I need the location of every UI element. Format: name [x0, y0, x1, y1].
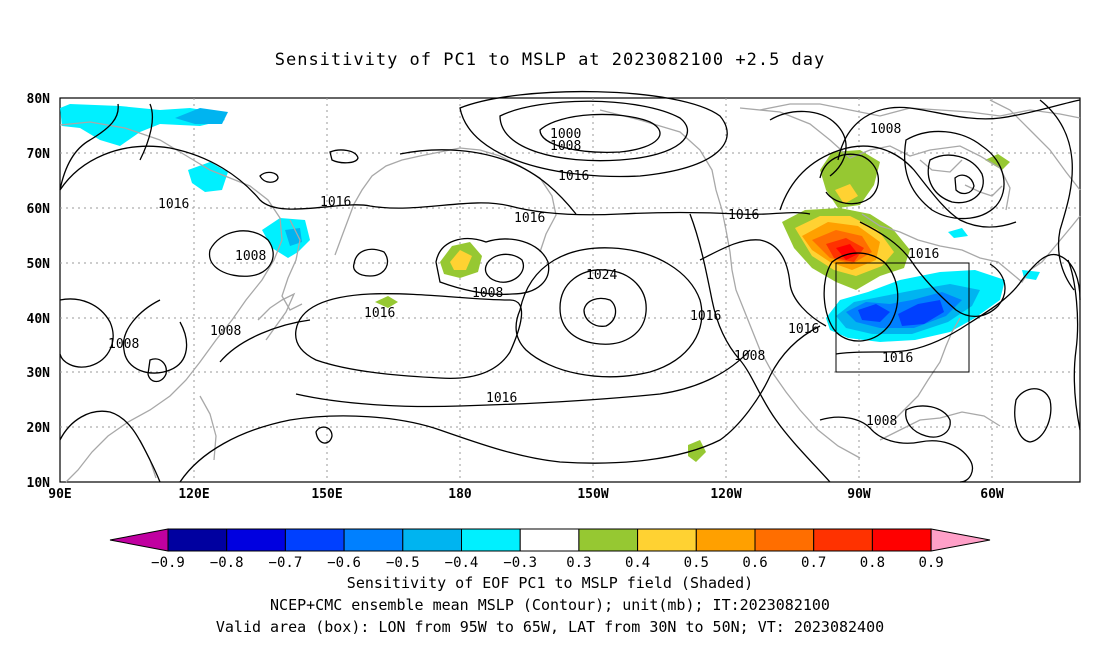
colorbar-swatch	[519, 528, 580, 552]
shading-negative-siberia	[188, 162, 228, 192]
valid-area-box	[835, 262, 970, 373]
colorbar-swatch	[226, 528, 286, 552]
shading-positive-main-6	[836, 244, 858, 260]
colorbar-tick-label: 0.5	[684, 555, 709, 571]
lon-label: 120W	[710, 487, 741, 502]
map-title: Sensitivity of PC1 to MSLP at 2023082100…	[274, 50, 826, 70]
colorbar-tick-label: −0.4	[445, 555, 479, 571]
contour-label: 1024	[586, 268, 617, 283]
colorbar-tick-label: −0.7	[269, 555, 303, 571]
lon-label: 120E	[178, 487, 209, 502]
colorbar-swatch	[578, 528, 639, 552]
colorbar-tick-label: −0.5	[386, 555, 420, 571]
caption-block: Sensitivity of EOF PC1 to MSLP field (Sh…	[0, 572, 1100, 638]
lon-label: 150W	[577, 487, 608, 502]
contour-label: 1008	[235, 249, 266, 264]
colorbar-swatch	[637, 528, 697, 552]
colorbar-swatch	[461, 528, 521, 552]
contour-label: 1016	[788, 322, 819, 337]
colorbar-extend-high	[930, 528, 991, 552]
colorbar-swatch	[813, 528, 873, 552]
colorbar-tick-label: −0.6	[327, 555, 361, 571]
colorbar-swatch	[402, 528, 462, 552]
colorbar-swatch	[284, 528, 345, 552]
colorbar-tick-label: 0.9	[918, 555, 943, 571]
shading-positive-dateline-core	[450, 250, 472, 270]
colorbar-tick-label: −0.9	[151, 555, 185, 571]
lat-label: 20N	[27, 421, 51, 436]
lat-label: 30N	[27, 366, 51, 381]
colorbar-extend-low	[109, 528, 169, 552]
colorbar-tick-label: 0.4	[625, 555, 650, 571]
contour-labels: 1000 1008 1016 1008 1016 1016 1008 1016 …	[108, 122, 939, 429]
sensitivity-shading	[60, 104, 1040, 462]
longitude-labels: 90E 120E 150E 180 150W 120W 90W 60W	[48, 487, 1004, 502]
lat-label: 60N	[27, 202, 51, 217]
colorbar: −0.9 −0.8 −0.7 −0.6 −0.5 −0.4 −0.3 0.3 0.4 0.5 0.6…	[109, 528, 991, 571]
colorbar-tick-label: 0.6	[742, 555, 767, 571]
contour-label: 1016	[364, 306, 395, 321]
contour-label: 1008	[734, 349, 765, 364]
colorbar-tick-label: −0.3	[503, 555, 537, 571]
lon-label: 90E	[48, 487, 71, 502]
latitude-labels: 80N 70N 60N 50N 40N 30N 20N 10N	[27, 92, 51, 491]
colorbar-swatch	[871, 528, 932, 552]
contour-label: 1016	[690, 309, 721, 324]
shading-negative-okhotsk-core	[285, 228, 302, 246]
shading-positive-small1	[375, 296, 398, 308]
contour-label: 1016	[558, 169, 589, 184]
grid-lines	[60, 98, 1080, 482]
colorbar-swatch	[754, 528, 815, 552]
coastlines	[59, 99, 1081, 483]
contour-label: 1016	[486, 391, 517, 406]
lon-label: 150E	[311, 487, 342, 502]
lat-label: 70N	[27, 147, 51, 162]
lat-label: 40N	[27, 312, 51, 327]
contour-label: 1008	[108, 337, 139, 352]
contour-label: 1008	[866, 414, 897, 429]
lat-label: 80N	[27, 92, 51, 107]
contour-label: 1016	[320, 195, 351, 210]
caption-line: Sensitivity of EOF PC1 to MSLP field (Sh…	[346, 574, 754, 592]
shading-positive-small2	[688, 440, 706, 462]
contour-label: 1008	[550, 139, 581, 154]
contour-label: 1016	[728, 208, 759, 223]
colorbar-swatch	[343, 528, 404, 552]
colorbar-tick-label: 0.3	[566, 555, 591, 571]
shading-negative-east	[1022, 270, 1040, 280]
contour-label: 1008	[870, 122, 901, 137]
colorbar-swatch	[167, 528, 228, 552]
shading-positive-hudson	[820, 150, 880, 208]
lon-label: 60W	[980, 487, 1004, 502]
shading-negative-small	[948, 228, 968, 238]
colorbar-tick-label: 0.7	[801, 555, 826, 571]
contour-label: 1016	[158, 197, 189, 212]
colorbar-swatch	[695, 528, 756, 552]
shading-negative-main-4	[858, 304, 890, 322]
contour-label: 1016	[882, 351, 913, 366]
caption-line: NCEP+CMC ensemble mean MSLP (Contour); u…	[270, 596, 830, 614]
lon-label: 180	[448, 487, 472, 502]
shading-positive-hudson-core	[835, 184, 858, 204]
mslp-contours	[59, 90, 1081, 483]
caption-line: Valid area (box): LON from 95W to 65W, L…	[215, 618, 885, 636]
colorbar-tick-label: 0.8	[860, 555, 885, 571]
lat-label: 50N	[27, 257, 51, 272]
lat-label: 10N	[27, 476, 51, 491]
shading-negative-arctic2	[175, 108, 228, 124]
shading-negative-main-5	[898, 300, 944, 326]
contour-label: 1016	[514, 211, 545, 226]
colorbar-tick-label: −0.8	[210, 555, 244, 571]
contour-label: 1008	[472, 286, 503, 301]
contour-label: 1016	[908, 247, 939, 262]
contour-label: 1008	[210, 324, 241, 339]
lon-label: 90W	[847, 487, 871, 502]
contour-label: 1000	[550, 127, 581, 142]
